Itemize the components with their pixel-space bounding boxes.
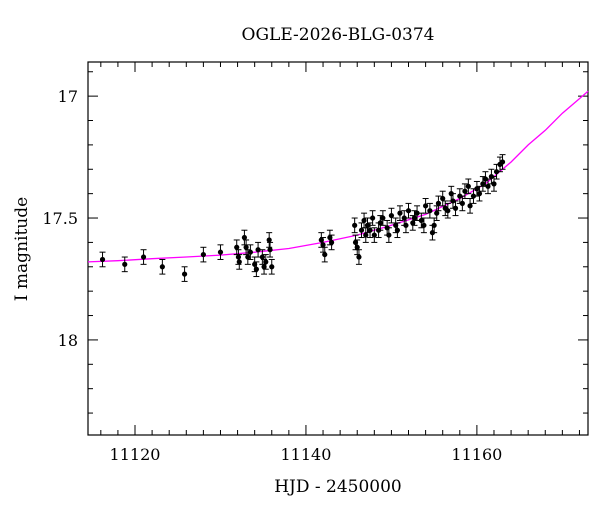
plot-area: 11120 11140 11160 17 17.5 18 [42,61,589,464]
data-point [491,181,497,187]
data-point [370,215,376,221]
x-tick-label: 11140 [280,445,331,464]
model-curve [87,90,589,263]
data-point [462,188,468,194]
data-point [467,203,473,209]
data-point [431,222,437,228]
data-point [266,237,272,243]
data-point [356,254,362,260]
data-point [435,200,442,206]
data-point [397,210,403,216]
data-point [476,191,483,197]
data-point [405,208,412,214]
data-point [159,264,165,270]
data-point [394,227,401,233]
data-point [470,193,477,199]
y-tick-label: 17.5 [42,209,78,228]
data-point [363,232,369,238]
data-point [255,247,261,253]
data-point [243,244,249,250]
data-point [386,232,392,238]
data-point [459,200,465,206]
data-point [358,227,365,233]
data-point [427,208,433,214]
data-point [485,183,491,189]
data-point [181,271,188,277]
data-point [380,215,386,221]
data-point [235,254,242,260]
data-point [234,244,240,250]
data-point [474,186,480,192]
data-point [217,249,224,255]
data-point [434,210,440,216]
y-tick-label: 18 [58,331,78,350]
data-point [122,261,128,267]
chart-title: OGLE-2026-BLG-0374 [242,25,435,45]
data-point [445,208,451,214]
data-point [411,215,418,221]
data-point [499,159,506,165]
data-point [322,251,328,258]
data-point [480,181,486,187]
data-point [320,242,326,248]
data-point [328,239,335,246]
x-tick-label: 11120 [110,445,161,464]
data-point [140,254,147,260]
data-point [440,195,446,202]
data-point [200,251,206,258]
data-point [263,259,269,265]
data-point [414,210,420,216]
data-point [423,203,429,209]
plot-frame [87,61,589,436]
data-point [418,217,424,224]
y-tick-label: 17 [58,87,78,106]
data-point [352,222,358,228]
data-point [267,247,273,253]
y-axis-label: I magnitude [12,197,32,301]
data-point [403,222,409,228]
data-point [421,222,427,228]
data-point [367,227,373,233]
data-point [269,264,275,270]
data-point [377,220,383,226]
data-point [465,183,471,189]
data-point [253,266,259,272]
data-point [371,232,377,238]
data-point [236,259,242,265]
data-point [259,254,265,260]
data-point [99,256,106,263]
data-point [241,234,248,241]
data-point [493,169,500,175]
data-point [452,205,459,211]
data-point [354,244,360,250]
data-point [364,222,371,228]
data-point [361,217,367,224]
data-point [388,212,395,219]
data-point [245,254,251,260]
x-axis-label: HJD - 2450000 [274,477,402,497]
data-point [247,249,253,255]
x-tick-label: 11160 [451,445,502,464]
